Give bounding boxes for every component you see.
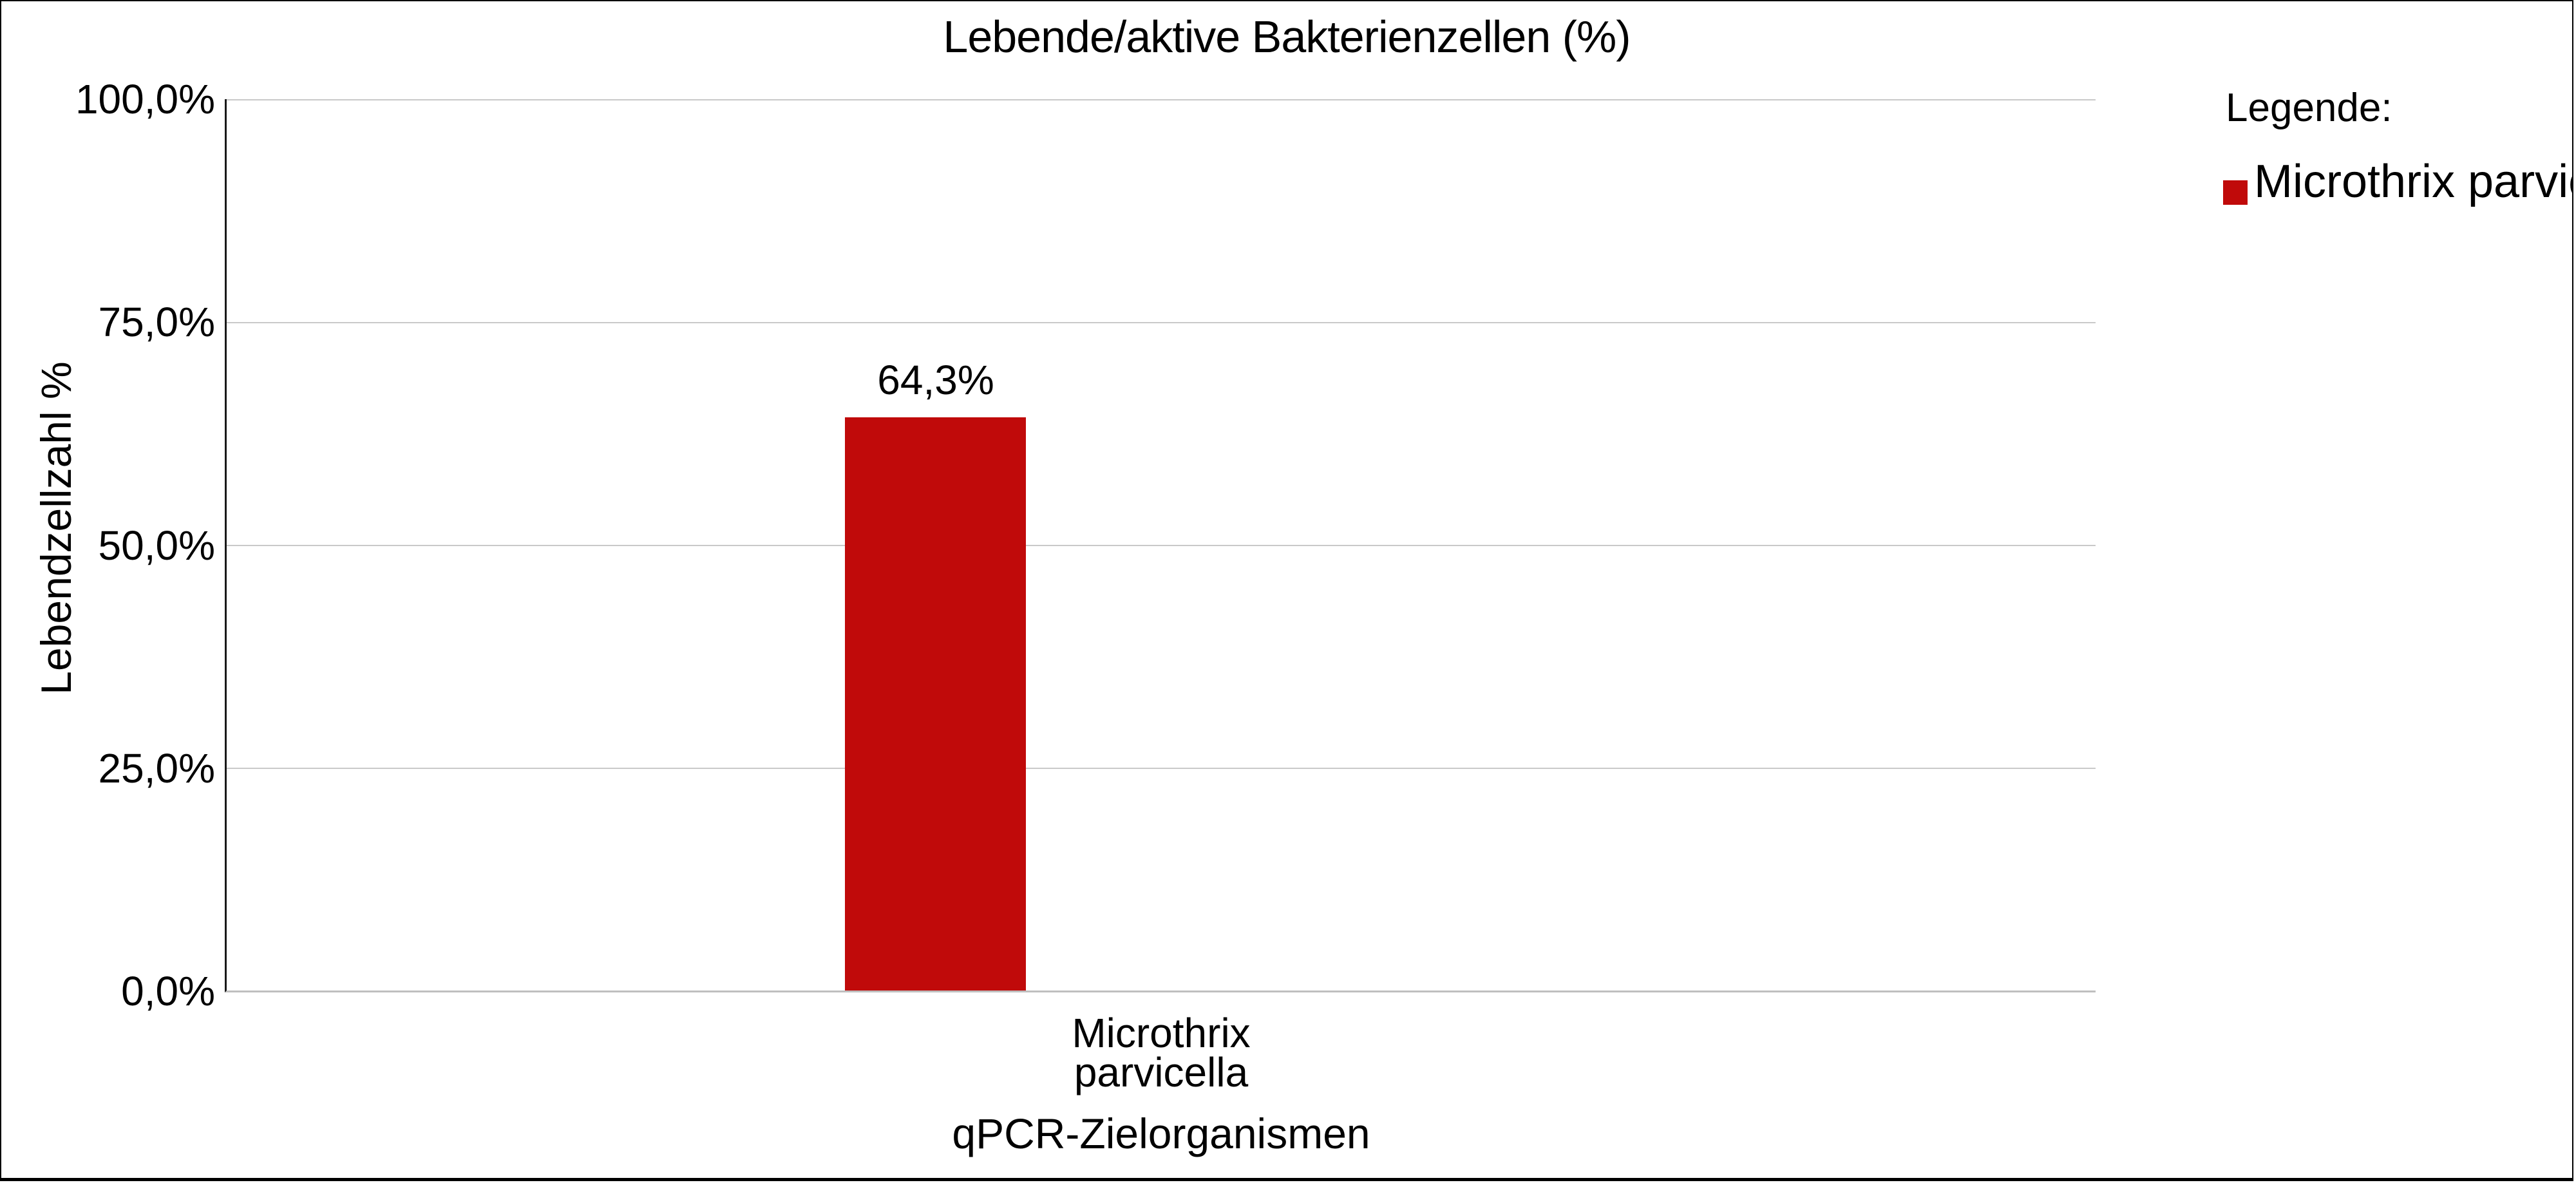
gridline-100 bbox=[227, 99, 2096, 100]
legend-title: Legende: bbox=[2226, 86, 2392, 130]
legend-swatch-icon bbox=[2223, 180, 2248, 205]
gridline-25 bbox=[227, 768, 2096, 769]
plot-area: 64,3% bbox=[225, 99, 2096, 992]
legend-entry-label: Microthrix parvicella bbox=[2254, 156, 2572, 207]
y-tick-label-0: 0,0% bbox=[121, 968, 215, 1014]
bar-value-label: 64,3% bbox=[877, 357, 994, 403]
x-tick-label: Microthrix parvicella bbox=[904, 1010, 1419, 1095]
gridline-50 bbox=[227, 545, 2096, 546]
y-tick-label-50: 50,0% bbox=[98, 522, 215, 569]
y-tick-label-25: 25,0% bbox=[98, 745, 215, 792]
y-tick-label-75: 75,0% bbox=[98, 299, 215, 345]
bar-microthrix-parvicella bbox=[845, 417, 1026, 991]
gridline-75 bbox=[227, 322, 2096, 323]
chart-title: Lebende/aktive Bakterienzellen (%) bbox=[943, 12, 1631, 62]
x-tick-label-line1: Microthrix bbox=[1072, 1010, 1251, 1056]
x-axis-title: qPCR-Zielorganismen bbox=[952, 1110, 1370, 1157]
y-tick-label-100: 100,0% bbox=[75, 76, 215, 122]
x-tick-label-line2: parvicella bbox=[1074, 1049, 1249, 1095]
